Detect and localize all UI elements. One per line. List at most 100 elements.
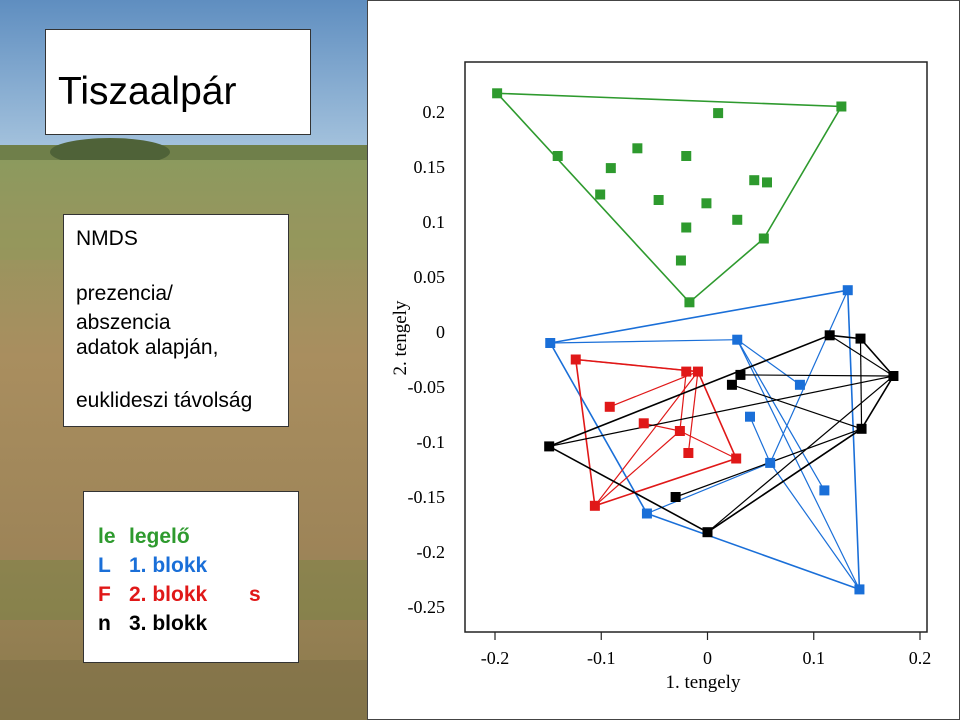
x-tick-label: 0.2: [909, 648, 932, 668]
y-tick-label: 0.05: [414, 267, 446, 287]
data-point: [819, 485, 830, 496]
x-tick-label: 0.1: [803, 648, 826, 668]
data-point: [888, 371, 899, 381]
data-point: [732, 214, 743, 225]
data-point: [604, 401, 615, 412]
description-line-1: prezencia/: [76, 282, 173, 305]
connector-line: [707, 375, 894, 533]
legend-ghost-text: le: [98, 525, 116, 548]
x-tick-label: -0.2: [481, 648, 510, 668]
data-point: [745, 411, 755, 422]
data-point: [545, 338, 556, 348]
y-tick-label: -0.1: [417, 432, 446, 452]
plot-frame: [464, 61, 928, 633]
legend-item-blokk-2: 2. blokk: [129, 583, 208, 606]
method-info-box: NMDS prezencia/ abszencia adatok alapján…: [63, 214, 289, 427]
connector-line: [549, 375, 894, 447]
connector-line: [575, 358, 698, 373]
x-tick-label: -0.1: [587, 648, 616, 668]
data-point: [749, 175, 760, 186]
slide-title: Tiszaalpár: [58, 70, 237, 113]
y-tick-label: -0.15: [408, 487, 446, 507]
connector-line: [740, 374, 894, 377]
y-axis-tick-labels: 0.2 0.15 0.1 0.05 0 -0.05 -0.1 -0.15 -0.2 -0.25: [408, 102, 446, 617]
legend-ghost-text: F: [98, 583, 111, 606]
connector-line: [679, 430, 737, 460]
y-tick-label: 0: [436, 322, 445, 342]
data-point: [681, 222, 692, 233]
data-point: [855, 333, 866, 344]
data-point: [701, 198, 712, 209]
connector-line: [609, 371, 699, 408]
y-tick-label: 0.1: [423, 212, 446, 232]
data-point: [684, 297, 695, 308]
data-point: [605, 163, 616, 174]
data-point: [856, 423, 867, 434]
data-point: [794, 379, 805, 390]
connector-line: [646, 462, 771, 515]
data-point: [726, 379, 737, 390]
x-axis-label: 1. tengely: [666, 672, 741, 693]
data-point: [854, 584, 865, 595]
legend-box: le L F n s legelő 1. blokk 2. blokk 3. b…: [83, 491, 299, 663]
x-axis-tick-labels: -0.2 -0.1 0 0.1 0.2: [481, 648, 932, 668]
data-point: [731, 453, 742, 464]
data-point: [713, 108, 724, 119]
data-point: [824, 330, 835, 341]
description-line-4: euklideszi távolság: [76, 389, 253, 412]
data-point: [632, 143, 643, 154]
legend-item-blokk-3: 3. blokk: [129, 612, 208, 635]
data-point: [675, 255, 686, 266]
connector-line: [679, 371, 687, 432]
connector-line: [550, 339, 738, 344]
legend-ghost-text: n: [98, 612, 111, 635]
data-point: [589, 500, 600, 511]
data-point: [762, 177, 772, 188]
data-point: [670, 492, 681, 502]
y-tick-label: 0.2: [423, 102, 446, 122]
connector-line: [643, 422, 681, 432]
y-axis-label: 2. tengely: [390, 300, 411, 375]
data-point: [544, 441, 555, 452]
data-point: [758, 233, 769, 244]
legend-item-blokk-1: 1. blokk: [129, 554, 208, 577]
title-box: Tiszaalpár: [45, 29, 311, 135]
description-line-2: abszencia: [76, 311, 171, 334]
data-point: [595, 189, 606, 200]
data-point: [702, 527, 713, 538]
x-axis-tick-marks: [494, 632, 921, 640]
y-tick-label: 0.15: [414, 157, 446, 177]
data-point: [735, 369, 746, 380]
point-layer: [492, 88, 899, 595]
legend-item-legelo: legelő: [129, 525, 190, 548]
y-tick-label: -0.05: [408, 377, 446, 397]
legend-ghost-text: s: [249, 583, 261, 606]
connector-line: [736, 339, 825, 491]
legend-ghost-text: L: [98, 554, 111, 577]
data-point: [638, 418, 649, 429]
data-point: [732, 334, 743, 345]
data-point: [492, 88, 503, 99]
nmds-chart: 0.2 0.15 0.1 0.05 0 -0.05 -0.1 -0.15 -0.2 -0.25 -…: [367, 0, 960, 720]
data-point: [681, 151, 692, 161]
method-label: NMDS: [76, 227, 138, 250]
y-tick-label: -0.2: [417, 542, 446, 562]
connector-line: [769, 462, 860, 590]
data-point: [692, 366, 703, 377]
connector-line: [749, 416, 771, 464]
data-point: [552, 151, 563, 161]
y-tick-label: -0.25: [408, 597, 446, 617]
connector-line: [736, 339, 801, 386]
connector-line: [731, 384, 862, 430]
connector-line: [859, 338, 863, 429]
description-line-3: adatok alapján,: [76, 336, 219, 359]
data-point: [765, 457, 776, 468]
connector-line: [736, 339, 860, 590]
x-tick-label: 0: [703, 648, 712, 668]
connector-line: [707, 428, 862, 533]
connector-line: [594, 430, 681, 507]
chart-panel: [367, 0, 960, 720]
data-point: [674, 426, 685, 436]
data-point: [681, 366, 692, 377]
data-point: [570, 354, 581, 365]
